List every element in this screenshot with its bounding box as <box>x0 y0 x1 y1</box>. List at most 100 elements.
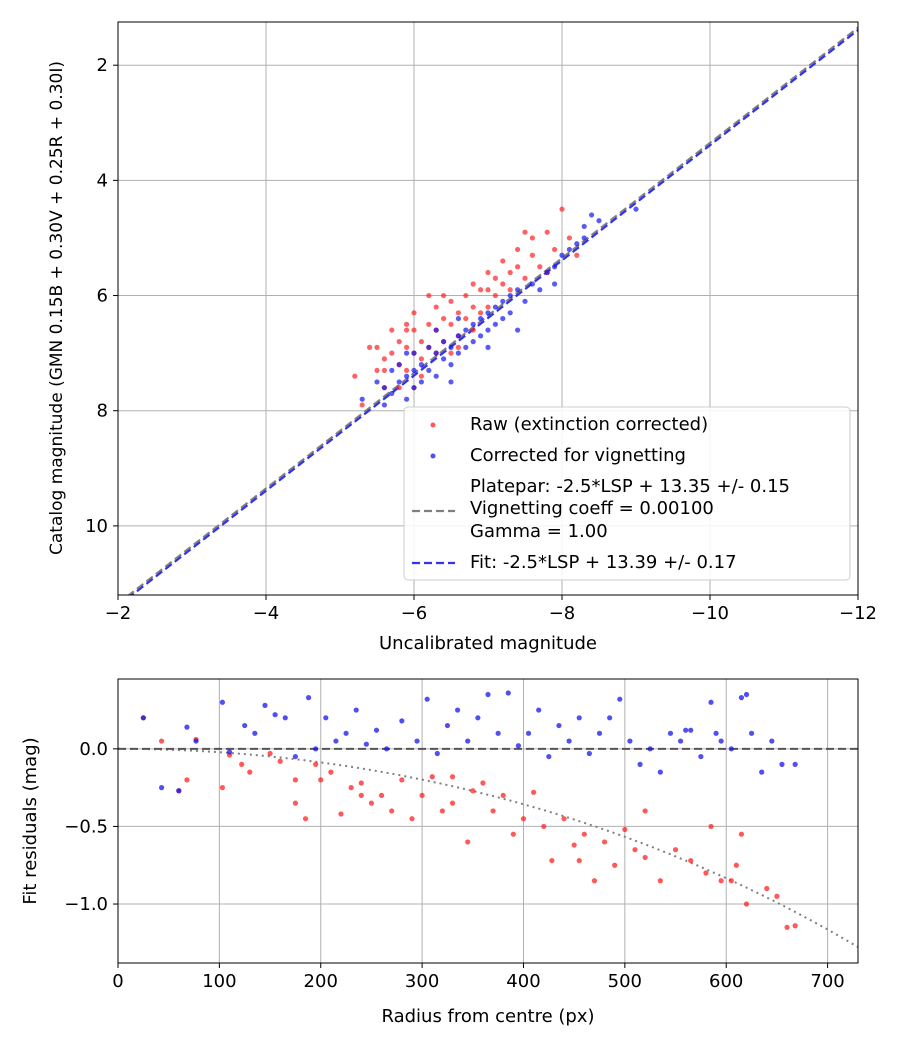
bottom-scatter-point <box>743 691 750 698</box>
bottom-scatter-point <box>733 862 739 868</box>
top-y-tick-label: 8 <box>97 401 108 422</box>
bottom-scatter-point <box>769 738 775 744</box>
bottom-scatter-point <box>184 724 190 730</box>
legend-marker-raw <box>430 422 436 428</box>
bottom-scatter-point <box>444 722 451 729</box>
top-scatter-point <box>411 310 417 316</box>
legend: Raw (extinction corrected) Corrected for… <box>403 406 851 581</box>
bottom-scatter-point <box>449 774 456 780</box>
top-scatter-point <box>411 367 417 374</box>
top-scatter-points <box>352 206 639 408</box>
bottom-scatter-point <box>728 878 734 884</box>
top-scatter-point <box>581 235 587 241</box>
bottom-scatter-point <box>252 730 258 736</box>
bottom-scatter-point <box>728 746 734 752</box>
bottom-scatter-point <box>277 758 283 764</box>
bottom-scatter-point <box>515 743 522 749</box>
top-scatter-point <box>455 315 461 322</box>
bottom-scatter-point <box>637 761 643 767</box>
legend-label-platepar-3: Gamma = 1.00 <box>470 521 608 542</box>
top-x-tick-label: −6 <box>401 603 428 624</box>
legend-label-corrected: Corrected for vignetting <box>470 445 686 466</box>
top-scatter-point <box>574 252 580 258</box>
bottom-scatter-point <box>485 691 491 698</box>
bottom-scatter-point <box>549 857 555 864</box>
top-scatter-point <box>426 292 432 299</box>
top-scatter-point <box>552 246 558 253</box>
bottom-scatter-point <box>531 789 537 795</box>
bottom-scatter-point <box>738 695 745 701</box>
bottom-scatter-point <box>333 738 339 744</box>
bottom-scatter-point <box>617 696 623 702</box>
bottom-scatter-point <box>591 878 598 884</box>
top-scatter-point <box>500 258 506 264</box>
bottom-scatter-point <box>292 777 298 783</box>
top-scatter-point <box>448 321 454 327</box>
bottom-scatter-point <box>323 715 329 721</box>
bottom-scatter-point <box>399 777 405 783</box>
top-scatter-point <box>463 327 469 333</box>
bottom-scatter-point <box>667 730 674 736</box>
top-scatter-point <box>522 298 528 304</box>
bottom-scatter-point <box>657 769 663 775</box>
bottom-scatter-point <box>424 696 430 702</box>
top-scatter-point <box>470 304 476 310</box>
bottom-scatter-point <box>219 785 226 791</box>
bottom-scatter-point <box>226 749 233 755</box>
bottom-scatter-point <box>239 761 245 767</box>
bottom-scatter-point <box>193 738 199 744</box>
top-scatter-point <box>367 344 373 350</box>
bottom-scatter-point <box>454 707 461 713</box>
bottom-scatter-point <box>368 800 375 806</box>
bottom-scatter-point <box>581 831 587 837</box>
top-scatter-point <box>404 321 410 327</box>
bottom-scatter-point <box>688 727 694 733</box>
bottom-x-tick-label: 300 <box>405 971 439 992</box>
bottom-scatter-point <box>348 785 354 791</box>
bottom-scatter-point <box>505 690 511 696</box>
bottom-scatter-point <box>647 746 653 752</box>
bottom-scatter-point <box>495 730 501 736</box>
bottom-scatter-point <box>242 722 248 729</box>
top-scatter-point <box>537 287 543 293</box>
bottom-scatter-point <box>784 924 790 930</box>
top-scatter-point <box>448 362 454 368</box>
top-scatter-point <box>492 275 498 281</box>
top-scatter-point <box>381 356 387 362</box>
legend-box <box>403 406 851 581</box>
bottom-scatter-point <box>378 792 385 798</box>
top-scatter-point <box>515 264 521 270</box>
top-y-tick-label: 10 <box>85 516 108 537</box>
bottom-x-tick-label: 200 <box>304 971 338 992</box>
top-scatter-point <box>404 350 410 356</box>
top-scatter-point <box>470 327 476 333</box>
legend-label-platepar-1: Platepar: -2.5*LSP + 13.35 +/- 0.15 <box>470 476 790 497</box>
top-scatter-point <box>433 373 439 379</box>
bottom-plot-frame <box>117 678 859 964</box>
bottom-scatter-point <box>536 707 542 713</box>
top-scatter-point <box>544 229 550 235</box>
bottom-scatter-point <box>465 839 471 845</box>
top-scatter-point <box>448 350 454 356</box>
top-scatter-point <box>485 287 491 293</box>
bottom-scatter-point <box>184 777 190 783</box>
bottom-scatter-point <box>399 718 405 724</box>
top-scatter-point <box>507 292 513 299</box>
top-scatter-point <box>396 339 402 345</box>
top-scatter-point <box>500 281 506 287</box>
top-x-axis-label: Uncalibrated magnitude <box>379 633 597 654</box>
bottom-x-tick-label: 400 <box>506 971 540 992</box>
bottom-scatter-point <box>708 823 714 830</box>
bottom-scatter-point <box>683 727 689 733</box>
bottom-x-axis-label: Radius from centre (px) <box>381 1006 594 1027</box>
top-scatter-point <box>433 327 439 333</box>
bottom-scatter-point <box>708 699 714 705</box>
bottom-scatter-point <box>586 750 592 757</box>
top-scatter-point <box>404 344 410 350</box>
bottom-scatter-point <box>389 808 395 814</box>
bottom-scatter-point <box>158 738 165 744</box>
bottom-scatter-point <box>434 750 440 757</box>
top-scatter-point <box>515 287 521 293</box>
bottom-scatter-point <box>698 753 704 760</box>
bottom-scatter-points <box>140 690 798 930</box>
